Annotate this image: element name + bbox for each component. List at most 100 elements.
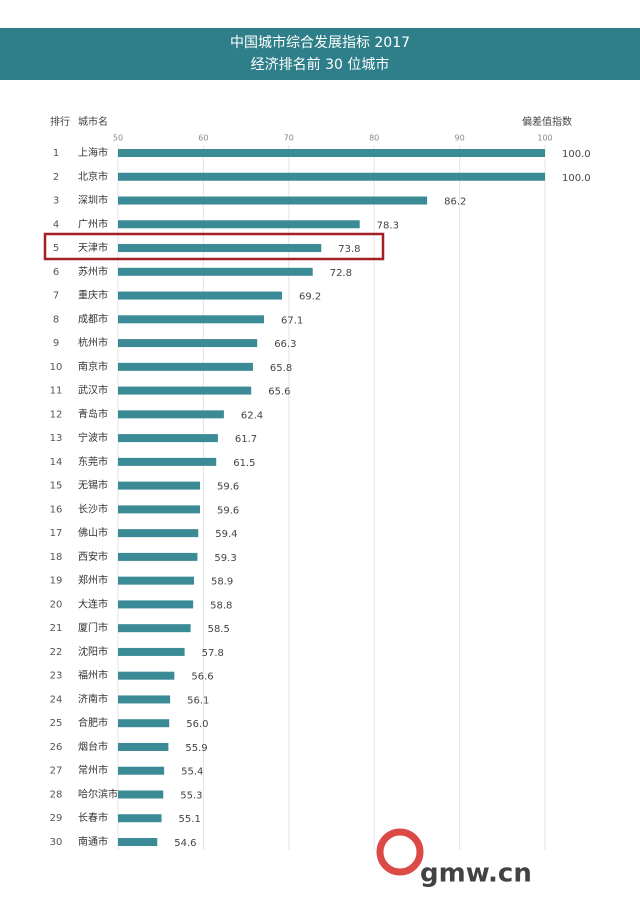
value-label: 54.6 [174, 838, 196, 849]
x-tick-label: 90 [455, 134, 465, 143]
bar [118, 410, 224, 419]
rank-label: 24 [50, 694, 63, 705]
value-label: 59.3 [214, 553, 236, 564]
bar [118, 766, 165, 775]
bar [118, 386, 252, 395]
rank-label: 5 [53, 243, 59, 254]
rank-label: 14 [50, 457, 63, 468]
category-label: 哈尔滨市 [78, 787, 118, 800]
watermark: gmw.cn [420, 859, 532, 889]
title-band [0, 28, 640, 80]
value-label: 78.3 [377, 220, 399, 231]
x-tick-label: 60 [198, 134, 208, 143]
rank-label: 12 [50, 409, 63, 420]
category-label: 苏州市 [78, 265, 108, 278]
value-label: 59.6 [217, 505, 239, 516]
category-label: 北京市 [78, 170, 108, 183]
rank-label: 28 [50, 789, 63, 800]
bar [118, 315, 265, 324]
category-label: 合肥市 [78, 716, 108, 729]
bar [118, 505, 200, 514]
value-label: 100.0 [562, 173, 591, 184]
rank-label: 7 [53, 291, 59, 302]
bar [118, 149, 545, 157]
value-label: 69.2 [299, 292, 321, 303]
bar [118, 576, 195, 585]
category-label: 长沙市 [78, 502, 108, 515]
rank-label: 15 [50, 481, 63, 492]
category-label: 深圳市 [78, 194, 108, 207]
bar [118, 339, 258, 348]
bar [118, 647, 185, 656]
x-tick-label: 50 [113, 134, 123, 143]
bar [118, 790, 164, 799]
value-label: 59.6 [217, 482, 239, 493]
category-label: 济南市 [78, 692, 108, 705]
bar [118, 838, 158, 846]
rank-label: 30 [50, 837, 63, 848]
category-label: 天津市 [78, 241, 108, 254]
category-label: 杭州市 [78, 336, 108, 349]
rank-label: 25 [50, 718, 63, 729]
category-label: 东莞市 [78, 455, 108, 468]
category-label: 大连市 [78, 597, 108, 610]
value-label: 58.8 [210, 600, 232, 611]
rank-label: 26 [50, 742, 63, 753]
value-label: 56.1 [187, 695, 209, 706]
rank-label: 19 [50, 576, 63, 587]
value-label: 58.9 [211, 577, 233, 588]
value-label: 58.5 [208, 624, 230, 635]
category-label: 沈阳市 [78, 645, 108, 658]
bar [118, 742, 169, 751]
category-label: 青岛市 [78, 407, 108, 420]
rank-label: 9 [53, 338, 59, 349]
rank-label: 29 [50, 813, 63, 824]
category-label: 宁波市 [78, 431, 108, 444]
category-header: 城市名 [78, 115, 108, 128]
bar [118, 719, 170, 728]
bar [118, 529, 199, 538]
bar [118, 600, 194, 609]
bar [118, 220, 360, 229]
value-label: 61.7 [235, 434, 257, 445]
category-label: 长春市 [78, 811, 108, 824]
category-label: 烟台市 [78, 740, 108, 753]
rank-label: 18 [50, 552, 63, 563]
category-label: 常州市 [78, 764, 108, 777]
value-label: 73.8 [338, 244, 360, 255]
value-label: 55.1 [179, 814, 201, 825]
rank-header: 排行 [50, 115, 70, 128]
bar [118, 695, 171, 704]
value-label: 62.4 [241, 410, 263, 421]
x-tick-label: 80 [369, 134, 379, 143]
rank-label: 10 [50, 362, 63, 373]
value-label: 72.8 [330, 268, 352, 279]
bar [118, 196, 428, 205]
bar [118, 434, 218, 443]
rank-label: 20 [50, 599, 63, 610]
chart-title: 中国城市综合发展指标 2017 [230, 34, 410, 51]
value-label: 65.8 [270, 363, 292, 374]
rank-label: 22 [50, 647, 63, 658]
plot-area: 50 60 70 80 90 100 1 上海市 100.0 2 北京市 100.0 3 深圳市 86.2 4… [50, 134, 591, 850]
bar [118, 362, 253, 371]
x-tick-label: 70 [284, 134, 294, 143]
rank-label: 8 [53, 314, 59, 325]
bar [118, 267, 313, 276]
value-label: 86.2 [444, 197, 466, 208]
rank-label: 13 [50, 433, 63, 444]
category-label: 重庆市 [78, 289, 108, 302]
bar [118, 671, 175, 680]
bar [118, 457, 217, 466]
bar [118, 481, 200, 490]
category-label: 无锡市 [78, 479, 108, 492]
value-label: 56.6 [191, 672, 213, 683]
category-label: 南京市 [78, 360, 108, 373]
value-label: 66.3 [274, 339, 296, 350]
category-label: 郑州市 [78, 574, 108, 587]
value-label: 56.0 [186, 719, 208, 730]
value-label: 55.4 [181, 767, 203, 778]
category-label: 佛山市 [78, 526, 108, 539]
category-label: 西安市 [78, 550, 108, 563]
